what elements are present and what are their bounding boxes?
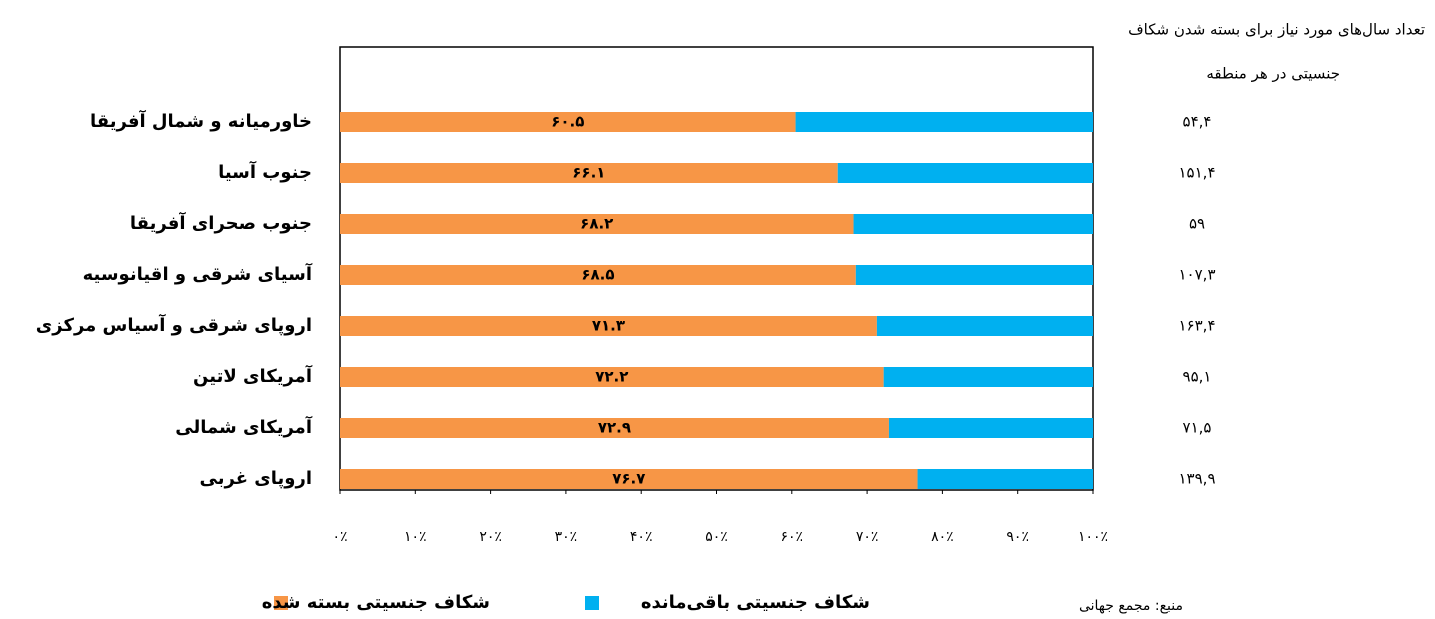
legend-swatch <box>585 596 599 610</box>
data-label: ۶۸.۲ <box>580 215 613 233</box>
data-label: ۷۲.۲ <box>595 368 628 386</box>
x-tick-label: ۴۰٪ <box>630 529 653 545</box>
x-tick-label: ۰٪ <box>332 529 347 545</box>
category-label: اروپای شرقی و آسیاس مرکزی <box>36 313 312 336</box>
side-value: ۵۹ <box>1189 215 1205 233</box>
bar-segment <box>883 367 1093 387</box>
x-tick-label: ۱۰۰٪ <box>1078 529 1108 545</box>
x-tick-label: ۱۰٪ <box>404 529 427 545</box>
category-label: جنوب صحرای آفریقا <box>130 211 312 234</box>
data-label: ۶۸.۵ <box>581 266 614 284</box>
data-label: ۶۰.۵ <box>551 113 584 131</box>
data-label: ۷۶.۷ <box>612 470 645 488</box>
legend-label: شکاف جنسیتی بسته شده <box>262 592 490 613</box>
bar-segment <box>340 163 838 183</box>
side-title: تعداد سال‌های مورد نیاز برای بسته شدن شک… <box>1128 21 1425 39</box>
category-label: آمریکای شمالی <box>175 415 313 438</box>
data-label: ۷۲.۹ <box>598 419 631 437</box>
bar-segment <box>795 112 1093 132</box>
legend-label: شکاف جنسیتی باقی‌مانده <box>641 592 870 613</box>
side-value: ۹۵,۱ <box>1183 368 1212 386</box>
bar-segment <box>340 418 889 438</box>
x-tick-label: ۲۰٪ <box>479 529 502 545</box>
x-tick-label: ۹۰٪ <box>1006 529 1029 545</box>
category-label: آسیای شرقی و اقیانوسیه <box>83 262 313 285</box>
data-label: ۷۱.۳ <box>592 317 625 335</box>
bar-segment <box>340 469 918 489</box>
bar-segment <box>917 469 1093 489</box>
category-label: خاورمیانه و شمال آفریقا <box>90 109 312 132</box>
side-value: ۱۵۱,۴ <box>1179 164 1216 182</box>
bar-segment <box>855 265 1093 285</box>
side-value: ۱۶۳,۴ <box>1179 317 1216 335</box>
bar-segment <box>888 418 1093 438</box>
bar-segment <box>340 367 884 387</box>
side-value: ۷۱,۵ <box>1183 419 1212 437</box>
bar-segment <box>340 265 856 285</box>
x-tick-label: ۷۰٪ <box>856 529 879 545</box>
side-value: ۱۳۹,۹ <box>1179 470 1216 488</box>
bar-segment <box>853 214 1093 234</box>
bar-segment <box>340 112 796 132</box>
category-label: آمریکای لاتین <box>193 364 313 387</box>
bar-segment <box>340 316 877 336</box>
bar-segment <box>837 163 1093 183</box>
x-tick-label: ۸۰٪ <box>931 529 954 545</box>
category-label: جنوب آسیا <box>218 160 312 183</box>
bar-segment <box>340 214 854 234</box>
x-tick-label: ۶۰٪ <box>781 529 804 545</box>
side-title: جنسیتی در هر منطقه <box>1206 65 1340 83</box>
category-label: اروپای غربی <box>200 468 312 489</box>
side-value: ۵۴,۴ <box>1183 113 1212 131</box>
legend-swatch <box>274 596 288 610</box>
data-label: ۶۶.۱ <box>572 164 605 182</box>
x-tick-label: ۳۰٪ <box>555 529 578 545</box>
x-tick-label: ۵۰٪ <box>705 529 728 545</box>
bar-segment <box>876 316 1093 336</box>
source: منبع: مجمع جهانی <box>1079 598 1183 614</box>
side-value: ۱۰۷,۳ <box>1179 266 1216 284</box>
